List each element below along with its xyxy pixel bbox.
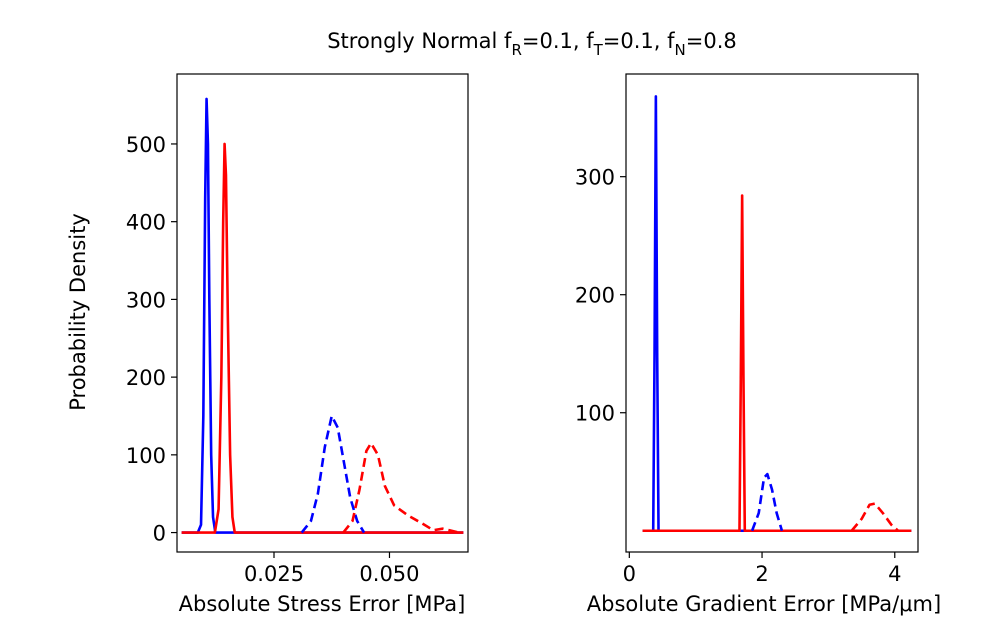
title-part: Strongly Normal f bbox=[327, 29, 512, 53]
title-sub: N bbox=[675, 41, 686, 59]
y-ticks: 0 100 200 300 400 500 bbox=[126, 133, 177, 546]
series-line-red-solid bbox=[642, 194, 912, 533]
gradient-error-plot: 0 2 4 100 200 300 Absolute Gradient Error [M… bbox=[575, 73, 941, 616]
series-line-blue-dashed bbox=[750, 472, 784, 532]
x-ticks: 0.025 0.050 bbox=[244, 552, 420, 586]
x-tick-label: 0.050 bbox=[359, 562, 419, 586]
y-ticks: 100 200 300 bbox=[575, 166, 626, 426]
y-tick-label: 100 bbox=[575, 402, 615, 426]
series-line-blue-solid bbox=[181, 97, 464, 534]
x-tick-label: 4 bbox=[888, 562, 901, 586]
y-tick-label: 0 bbox=[153, 522, 166, 546]
y-tick-label: 400 bbox=[126, 211, 166, 235]
x-axis-label: Absolute Stress Error [MPa] bbox=[179, 592, 466, 616]
series-group bbox=[642, 95, 912, 533]
stress-error-plot: 0.025 0.050 0 100 200 300 400 500 Absolute Str… bbox=[66, 73, 469, 616]
y-tick-label: 200 bbox=[575, 284, 615, 308]
x-tick-label: 0.025 bbox=[244, 562, 304, 586]
x-ticks: 0 2 4 bbox=[623, 552, 901, 586]
plot-frame bbox=[625, 73, 919, 553]
series-group bbox=[181, 97, 464, 534]
x-tick-label: 2 bbox=[755, 562, 768, 586]
y-tick-label: 200 bbox=[126, 366, 166, 390]
series-line-blue-solid bbox=[642, 95, 912, 533]
y-tick-label: 500 bbox=[126, 133, 166, 157]
title-sub: T bbox=[593, 41, 604, 59]
title-part: =0.1, f bbox=[603, 29, 675, 53]
plot-frame bbox=[176, 73, 469, 553]
chart-title: Strongly Normal fR=0.1, fT=0.1, fN=0.8 bbox=[327, 29, 737, 59]
series-line-blue-dashed bbox=[300, 414, 366, 534]
x-axis-label: Absolute Gradient Error [MPa/μm] bbox=[587, 592, 941, 616]
y-axis-label: Probability Density bbox=[66, 213, 90, 411]
series-line-red-dashed bbox=[850, 502, 899, 532]
title-part: =0.1, f bbox=[522, 29, 594, 53]
title-part: =0.8 bbox=[686, 29, 737, 53]
y-tick-label: 300 bbox=[575, 166, 615, 190]
y-tick-label: 100 bbox=[126, 444, 166, 468]
series-line-red-dashed bbox=[342, 441, 460, 534]
series-line-red-solid bbox=[181, 142, 464, 534]
x-tick-label: 0 bbox=[623, 562, 636, 586]
y-tick-label: 300 bbox=[126, 288, 166, 312]
title-sub: R bbox=[511, 41, 521, 59]
